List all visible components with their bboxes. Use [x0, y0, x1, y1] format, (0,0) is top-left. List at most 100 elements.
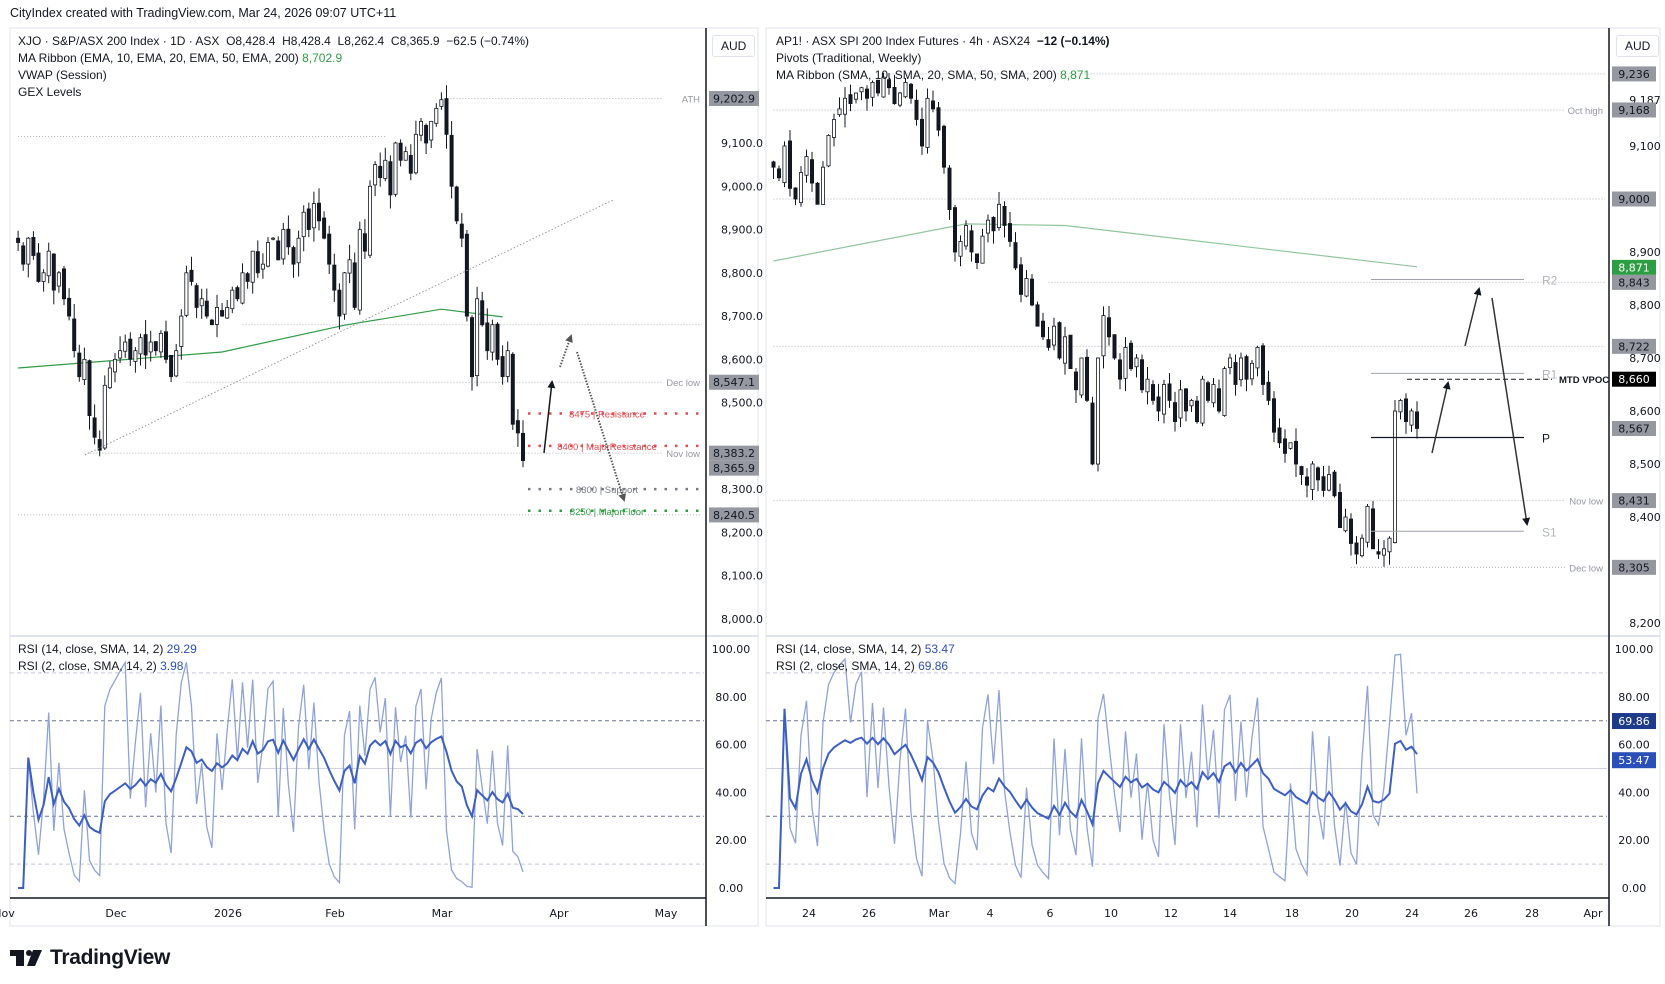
candle[interactable]: [250, 250, 255, 294]
candle[interactable]: [515, 409, 520, 447]
candle[interactable]: [876, 79, 881, 97]
candle[interactable]: [1338, 483, 1343, 529]
candle[interactable]: [480, 291, 485, 327]
candle[interactable]: [799, 166, 804, 207]
candle[interactable]: [1321, 466, 1326, 497]
rsi2-line[interactable]: [18, 660, 524, 889]
candle[interactable]: [920, 107, 925, 155]
candle[interactable]: [194, 283, 199, 319]
candle[interactable]: [777, 165, 782, 182]
candle[interactable]: [1327, 465, 1332, 492]
candle[interactable]: [1123, 337, 1128, 392]
candle[interactable]: [469, 315, 474, 391]
candle[interactable]: [36, 243, 41, 283]
candle[interactable]: [475, 286, 480, 387]
candle[interactable]: [1008, 211, 1013, 247]
left-vwap-row[interactable]: VWAP (Session): [18, 68, 107, 82]
candle[interactable]: [1129, 340, 1134, 371]
candle[interactable]: [931, 90, 936, 113]
candle[interactable]: [153, 341, 158, 356]
candle[interactable]: [953, 204, 958, 262]
candle[interactable]: [510, 352, 515, 430]
left-chart[interactable]: ATH Dec low Nov low 9,100.0 9,000.0 8,900.0 8,…: [0, 85, 763, 920]
candle[interactable]: [1228, 353, 1233, 375]
candle[interactable]: [102, 375, 107, 451]
candle[interactable]: [301, 205, 306, 252]
candle[interactable]: [373, 161, 378, 197]
candle[interactable]: [980, 228, 985, 264]
candle[interactable]: [1376, 539, 1381, 559]
candle[interactable]: [41, 269, 46, 292]
candle[interactable]: [434, 103, 439, 127]
candle[interactable]: [997, 191, 1002, 231]
candle[interactable]: [1200, 375, 1205, 427]
up-arrow-2[interactable]: [1464, 287, 1482, 347]
candle[interactable]: [393, 141, 398, 197]
down-arrow-dotted[interactable]: [576, 351, 626, 502]
candle[interactable]: [903, 78, 908, 99]
candle[interactable]: [459, 213, 464, 248]
right-rsi14-row[interactable]: RSI (14, close, SMA, 14, 2) 53.47: [776, 641, 955, 658]
candle[interactable]: [424, 123, 429, 155]
candle[interactable]: [975, 253, 980, 270]
candle[interactable]: [1085, 349, 1090, 402]
candle[interactable]: [1316, 466, 1321, 492]
candle[interactable]: [1140, 354, 1145, 394]
candle[interactable]: [1079, 357, 1084, 398]
candle[interactable]: [1013, 232, 1018, 271]
left-ma-ribbon-row[interactable]: MA Ribbon (EMA, 10, EMA, 20, EMA, 50, EM…: [18, 50, 529, 67]
candle[interactable]: [843, 87, 848, 128]
candle[interactable]: [138, 333, 143, 366]
candle[interactable]: [327, 225, 332, 275]
candle[interactable]: [1404, 393, 1409, 434]
candle[interactable]: [1343, 508, 1348, 533]
right-drawings[interactable]: [1431, 287, 1531, 526]
candle[interactable]: [403, 146, 408, 161]
candle[interactable]: [1151, 380, 1156, 405]
candle[interactable]: [1195, 396, 1200, 424]
candle[interactable]: [1233, 354, 1238, 396]
candle[interactable]: [958, 235, 963, 267]
candle[interactable]: [1052, 317, 1057, 351]
candle[interactable]: [56, 270, 61, 293]
candle[interactable]: [332, 253, 337, 302]
candle[interactable]: [367, 180, 372, 258]
candle[interactable]: [291, 245, 296, 278]
candle[interactable]: [454, 185, 459, 225]
left-drawings[interactable]: [84, 199, 626, 502]
candle[interactable]: [986, 214, 991, 243]
candle[interactable]: [1217, 379, 1222, 414]
candle[interactable]: [72, 304, 77, 358]
candle[interactable]: [62, 266, 67, 306]
candle[interactable]: [1206, 380, 1211, 403]
candle[interactable]: [1002, 201, 1007, 238]
candle[interactable]: [1096, 357, 1101, 472]
candle[interactable]: [1415, 401, 1420, 439]
candle[interactable]: [383, 147, 388, 182]
candle[interactable]: [1189, 398, 1194, 413]
candle[interactable]: [286, 215, 291, 255]
candle[interactable]: [265, 237, 270, 268]
candle[interactable]: [1371, 500, 1376, 550]
candle[interactable]: [881, 72, 886, 98]
candle[interactable]: [1222, 366, 1227, 417]
candle[interactable]: [1387, 536, 1392, 565]
candle[interactable]: [1393, 400, 1398, 544]
candle[interactable]: [148, 330, 153, 362]
candle[interactable]: [1184, 388, 1189, 422]
candle[interactable]: [322, 211, 327, 240]
candle[interactable]: [1365, 504, 1370, 548]
candle[interactable]: [158, 330, 163, 358]
candle[interactable]: [92, 404, 97, 445]
candle[interactable]: [87, 359, 92, 430]
candle[interactable]: [859, 86, 864, 101]
candle[interactable]: [1173, 391, 1178, 432]
candle[interactable]: [118, 336, 123, 363]
candle[interactable]: [1178, 379, 1183, 428]
right-currency-button[interactable]: AUD: [1616, 35, 1660, 57]
candle[interactable]: [793, 187, 798, 206]
candle[interactable]: [1272, 391, 1277, 443]
candle[interactable]: [837, 97, 842, 117]
candle[interactable]: [1299, 465, 1304, 486]
candle[interactable]: [449, 121, 454, 199]
